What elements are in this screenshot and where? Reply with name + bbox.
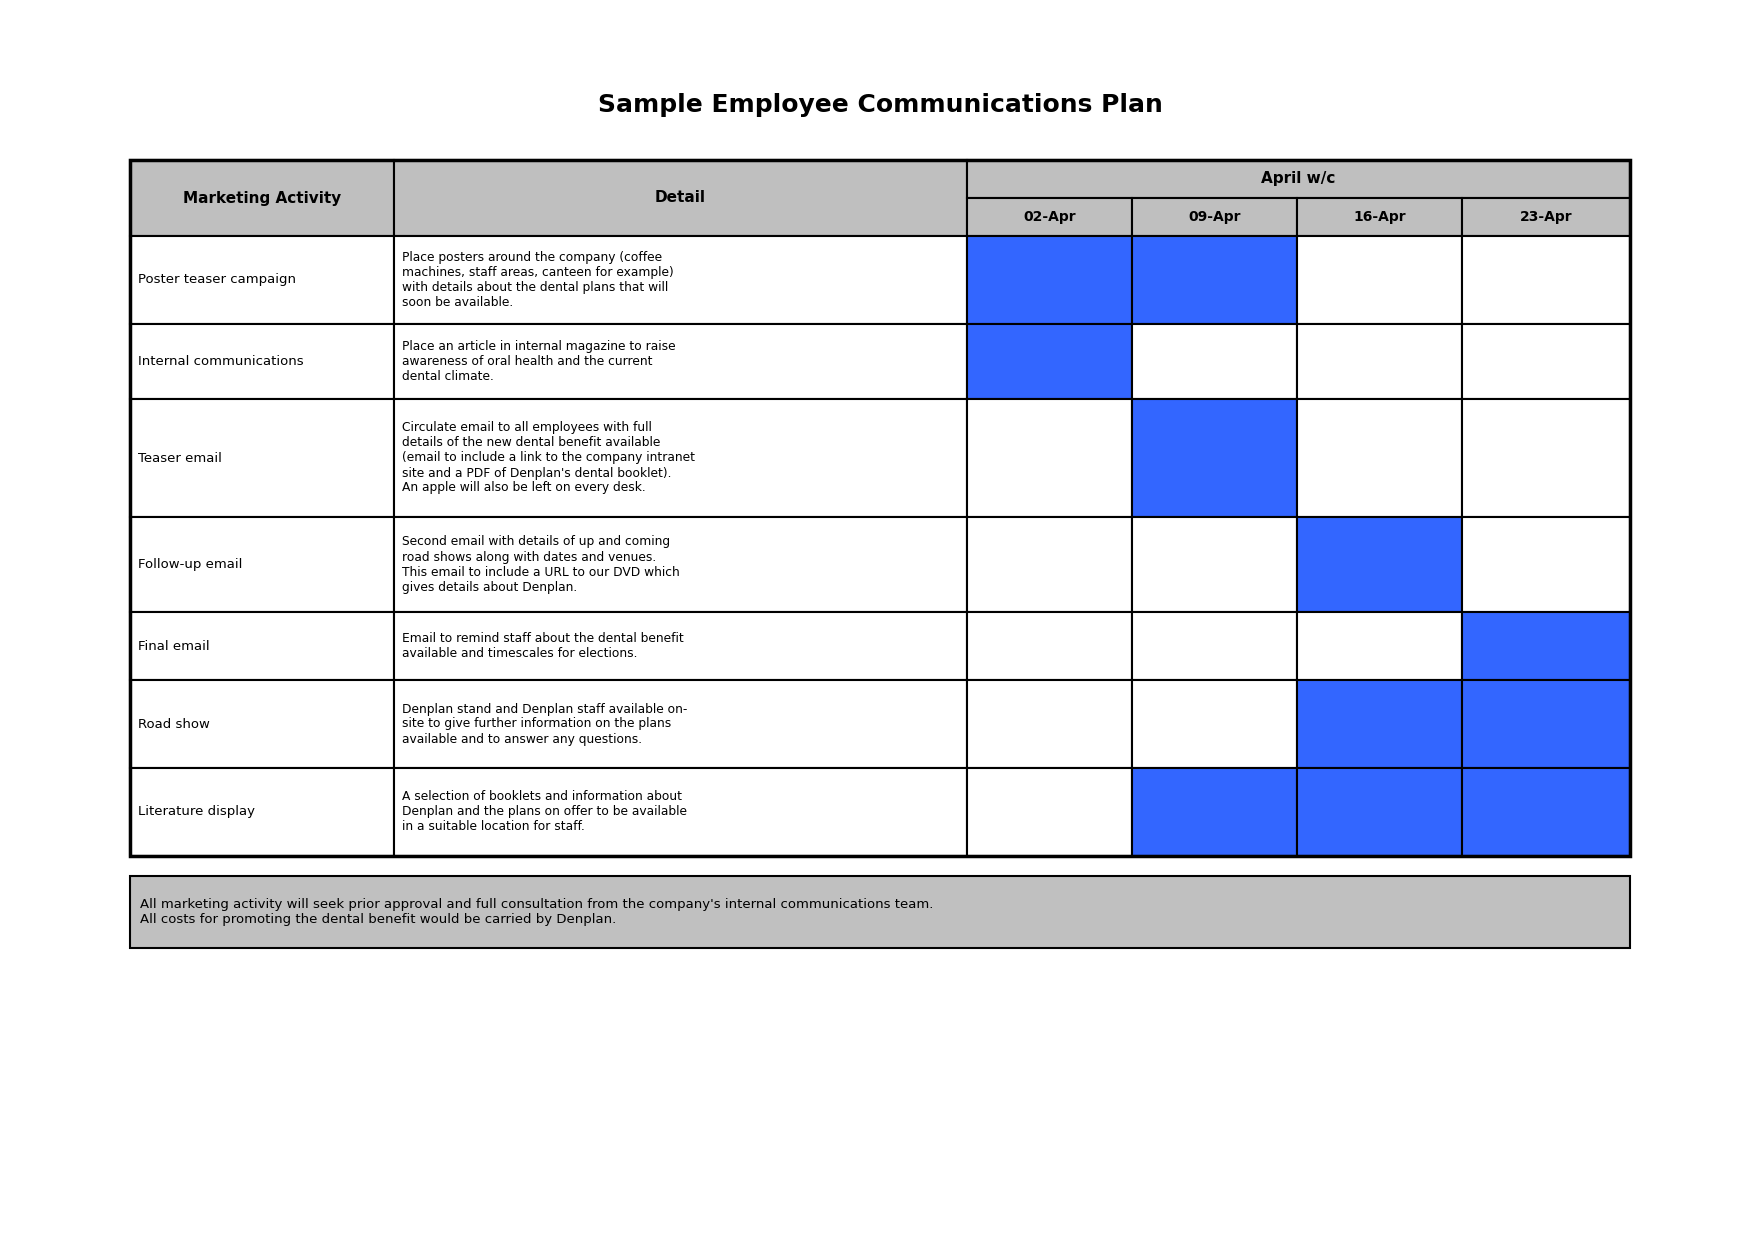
Text: Place an article in internal magazine to raise
awareness of oral health and the : Place an article in internal magazine to… xyxy=(402,340,675,383)
Bar xyxy=(130,768,395,856)
Bar xyxy=(1463,768,1629,856)
Text: Poster teaser campaign: Poster teaser campaign xyxy=(139,274,296,286)
Bar xyxy=(130,399,395,517)
Text: All marketing activity will seek prior approval and full consultation from the c: All marketing activity will seek prior a… xyxy=(140,898,933,926)
Text: April w/c: April w/c xyxy=(1261,171,1337,186)
Bar xyxy=(1296,680,1463,768)
Bar xyxy=(966,399,1131,517)
Text: Follow-up email: Follow-up email xyxy=(139,558,242,570)
Bar xyxy=(395,613,966,680)
Text: 16-Apr: 16-Apr xyxy=(1352,210,1405,224)
Text: Place posters around the company (coffee
machines, staff areas, canteen for exam: Place posters around the company (coffee… xyxy=(402,250,674,309)
Bar xyxy=(395,517,966,613)
Text: Teaser email: Teaser email xyxy=(139,451,221,465)
Bar xyxy=(395,680,966,768)
Bar xyxy=(1463,198,1629,236)
Bar xyxy=(1131,768,1296,856)
Bar xyxy=(1131,680,1296,768)
Bar xyxy=(1131,198,1296,236)
Bar xyxy=(1296,768,1463,856)
Bar xyxy=(1131,613,1296,680)
Text: Denplan stand and Denplan staff available on-
site to give further information o: Denplan stand and Denplan staff availabl… xyxy=(402,703,688,745)
Text: Circulate email to all employees with full
details of the new dental benefit ava: Circulate email to all employees with fu… xyxy=(402,422,695,495)
Bar xyxy=(1296,324,1463,399)
Text: 02-Apr: 02-Apr xyxy=(1023,210,1075,224)
Bar xyxy=(966,160,1629,198)
Bar xyxy=(395,160,966,236)
Bar xyxy=(1131,399,1296,517)
Bar xyxy=(1131,236,1296,324)
Bar xyxy=(130,160,1629,856)
Bar xyxy=(1296,613,1463,680)
Text: A selection of booklets and information about
Denplan and the plans on offer to : A selection of booklets and information … xyxy=(402,791,688,833)
Text: Literature display: Literature display xyxy=(139,806,254,818)
Bar xyxy=(130,680,395,768)
Text: Internal communications: Internal communications xyxy=(139,355,303,368)
Bar xyxy=(130,613,395,680)
Bar xyxy=(1463,680,1629,768)
Text: Marketing Activity: Marketing Activity xyxy=(182,191,340,206)
Bar xyxy=(395,324,966,399)
Bar xyxy=(1296,236,1463,324)
Bar xyxy=(1463,517,1629,613)
Bar xyxy=(1296,399,1463,517)
Bar xyxy=(130,324,395,399)
Bar xyxy=(1463,324,1629,399)
Bar xyxy=(395,236,966,324)
Bar xyxy=(1296,517,1463,613)
Text: Road show: Road show xyxy=(139,718,210,730)
Text: Detail: Detail xyxy=(654,191,707,206)
Bar xyxy=(966,768,1131,856)
Bar xyxy=(1463,399,1629,517)
Text: Final email: Final email xyxy=(139,640,210,652)
Bar xyxy=(966,324,1131,399)
Bar xyxy=(130,517,395,613)
Text: 09-Apr: 09-Apr xyxy=(1187,210,1240,224)
Text: Email to remind staff about the dental benefit
available and timescales for elec: Email to remind staff about the dental b… xyxy=(402,632,684,660)
Bar xyxy=(1463,613,1629,680)
Bar xyxy=(966,613,1131,680)
Bar xyxy=(966,517,1131,613)
Bar xyxy=(395,399,966,517)
Bar xyxy=(395,768,966,856)
Bar xyxy=(130,160,395,236)
Bar xyxy=(966,236,1131,324)
Bar xyxy=(1131,517,1296,613)
Bar xyxy=(1463,236,1629,324)
Text: 23-Apr: 23-Apr xyxy=(1519,210,1572,224)
Text: Sample Employee Communications Plan: Sample Employee Communications Plan xyxy=(598,93,1163,117)
Bar xyxy=(130,236,395,324)
Bar xyxy=(1131,324,1296,399)
Bar xyxy=(130,875,1629,949)
Bar xyxy=(966,680,1131,768)
Bar xyxy=(966,198,1131,236)
Bar xyxy=(1296,198,1463,236)
Text: Second email with details of up and coming
road shows along with dates and venue: Second email with details of up and comi… xyxy=(402,536,681,594)
